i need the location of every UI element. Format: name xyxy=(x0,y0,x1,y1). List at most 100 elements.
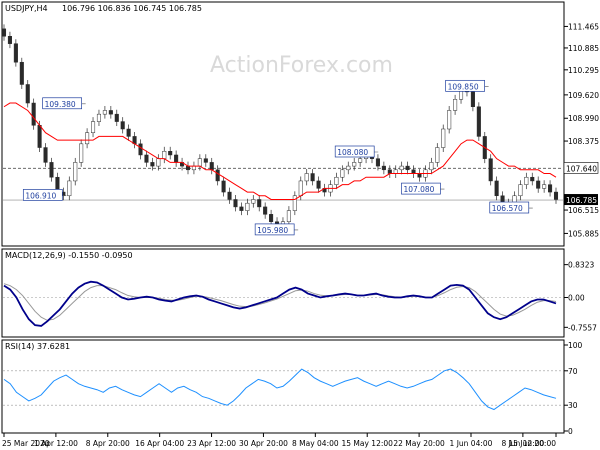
candle-body xyxy=(310,173,315,182)
x-tick-label: 15 Jun 20:00 xyxy=(508,439,556,448)
candle-body xyxy=(114,113,119,122)
macd-y-tick-label: -0.7557 xyxy=(568,323,597,332)
annotation-label: 109.380 xyxy=(45,100,76,109)
candle-body xyxy=(37,125,42,148)
price-y-tick-label: 109.620 xyxy=(568,91,599,100)
last-price-label: 106.785 xyxy=(566,196,597,205)
candle-body xyxy=(227,191,232,200)
candle-body xyxy=(7,36,12,44)
candle-body xyxy=(292,195,297,211)
price-y-tick-label: 111.465 xyxy=(568,22,599,31)
annotation-label: 108.080 xyxy=(337,148,368,157)
x-tick-label: 22 May 20:00 xyxy=(393,439,445,448)
annotation-label: 109.850 xyxy=(448,82,479,91)
candle-body xyxy=(476,106,481,137)
price-y-tick-label: 108.375 xyxy=(568,137,599,146)
candle-body xyxy=(417,173,422,178)
candle-body xyxy=(67,180,72,197)
price-y-tick-label: 108.990 xyxy=(568,114,599,123)
annotation-box xyxy=(22,189,63,201)
candle-body xyxy=(411,169,416,174)
price-y-tick-label: 105.885 xyxy=(568,229,599,238)
candle-body xyxy=(156,158,161,167)
candle-body xyxy=(174,154,179,163)
candle-body xyxy=(399,165,404,171)
candle-body xyxy=(150,162,155,167)
candle-body xyxy=(203,158,208,163)
candle-body xyxy=(13,43,18,63)
candle-body xyxy=(542,184,547,189)
candle-body xyxy=(346,165,351,171)
candle-body xyxy=(488,158,493,182)
candle-body xyxy=(49,162,54,178)
candle-body xyxy=(263,206,268,215)
candle-body xyxy=(79,143,84,163)
candle-body xyxy=(429,162,434,171)
price-panel xyxy=(1,1,565,247)
candle-body xyxy=(197,158,202,167)
candle-body xyxy=(298,180,303,197)
price-y-tick-label: 110.885 xyxy=(568,44,599,53)
price-ohlc-header: 106.796 106.836 106.745 106.785 xyxy=(62,4,202,13)
reference-level-label: 107.640 xyxy=(566,164,597,173)
rsi-layer: 100 70 30 0 xyxy=(3,341,583,436)
candle-body xyxy=(1,28,7,37)
candle-body xyxy=(102,110,107,115)
candle-body xyxy=(530,176,535,182)
candle-body xyxy=(209,162,214,171)
candle-body xyxy=(245,202,250,211)
macd-panel xyxy=(1,248,565,338)
candle-body xyxy=(375,158,380,167)
candle-body xyxy=(168,151,173,156)
annotation-box xyxy=(334,145,375,158)
candle-body xyxy=(447,110,452,130)
price-title: USDJPY,H4 xyxy=(5,4,48,13)
x-tick-label: 25 Mar 2020 xyxy=(2,439,50,448)
candle-body xyxy=(239,206,244,211)
candle-body xyxy=(352,162,357,167)
candle-body xyxy=(453,99,458,111)
candle-body xyxy=(381,165,386,171)
last-price-box xyxy=(564,194,598,206)
reference-level-box xyxy=(563,162,599,174)
macd-y-tick-label: 0.8323 xyxy=(568,261,594,270)
macd-line xyxy=(3,280,557,327)
candle-body xyxy=(304,173,309,182)
candle-body xyxy=(393,169,398,174)
candle-body xyxy=(553,191,559,200)
candle-body xyxy=(221,180,226,193)
candle-body xyxy=(138,143,143,156)
candle-body xyxy=(269,214,274,222)
candle-body xyxy=(85,132,90,145)
price-y-tick-label: 110.295 xyxy=(568,66,599,75)
annotation-label: 105.980 xyxy=(257,226,288,235)
candle-body xyxy=(73,162,78,182)
moving-average-line xyxy=(3,102,557,200)
annotation-label: 107.080 xyxy=(403,185,434,194)
annotation-box xyxy=(254,223,295,236)
macd-title: MACD(12,26,9) -0.1550 -0.0950 xyxy=(5,251,133,260)
x-tick-label: 8 Apr 20:00 xyxy=(86,439,130,448)
candle-body xyxy=(518,184,523,197)
candle-body xyxy=(470,91,475,107)
rsi-y-tick-label: 0 xyxy=(568,427,573,436)
watermark: ActionForex.com xyxy=(210,53,393,78)
candle-body xyxy=(162,151,167,159)
rsi-y-tick-label: 70 xyxy=(568,367,578,376)
rsi-line xyxy=(3,368,557,411)
rsi-title: RSI(14) 37.6281 xyxy=(5,342,70,351)
candle-body xyxy=(191,165,196,171)
candle-body xyxy=(405,165,410,171)
candle-body xyxy=(435,147,440,163)
candle-body xyxy=(251,199,256,204)
x-tick-label: 16 Apr 04:00 xyxy=(135,439,184,448)
candle-body xyxy=(144,154,149,163)
candle-body xyxy=(358,158,363,163)
candle-body xyxy=(257,199,262,208)
candle-body xyxy=(387,169,392,174)
candle-body xyxy=(185,165,191,171)
macd-layer: 0.8323 0.00 -0.7557 xyxy=(3,261,597,332)
macd-y-tick-label: 0.00 xyxy=(568,294,585,303)
annotation-box xyxy=(401,182,441,195)
